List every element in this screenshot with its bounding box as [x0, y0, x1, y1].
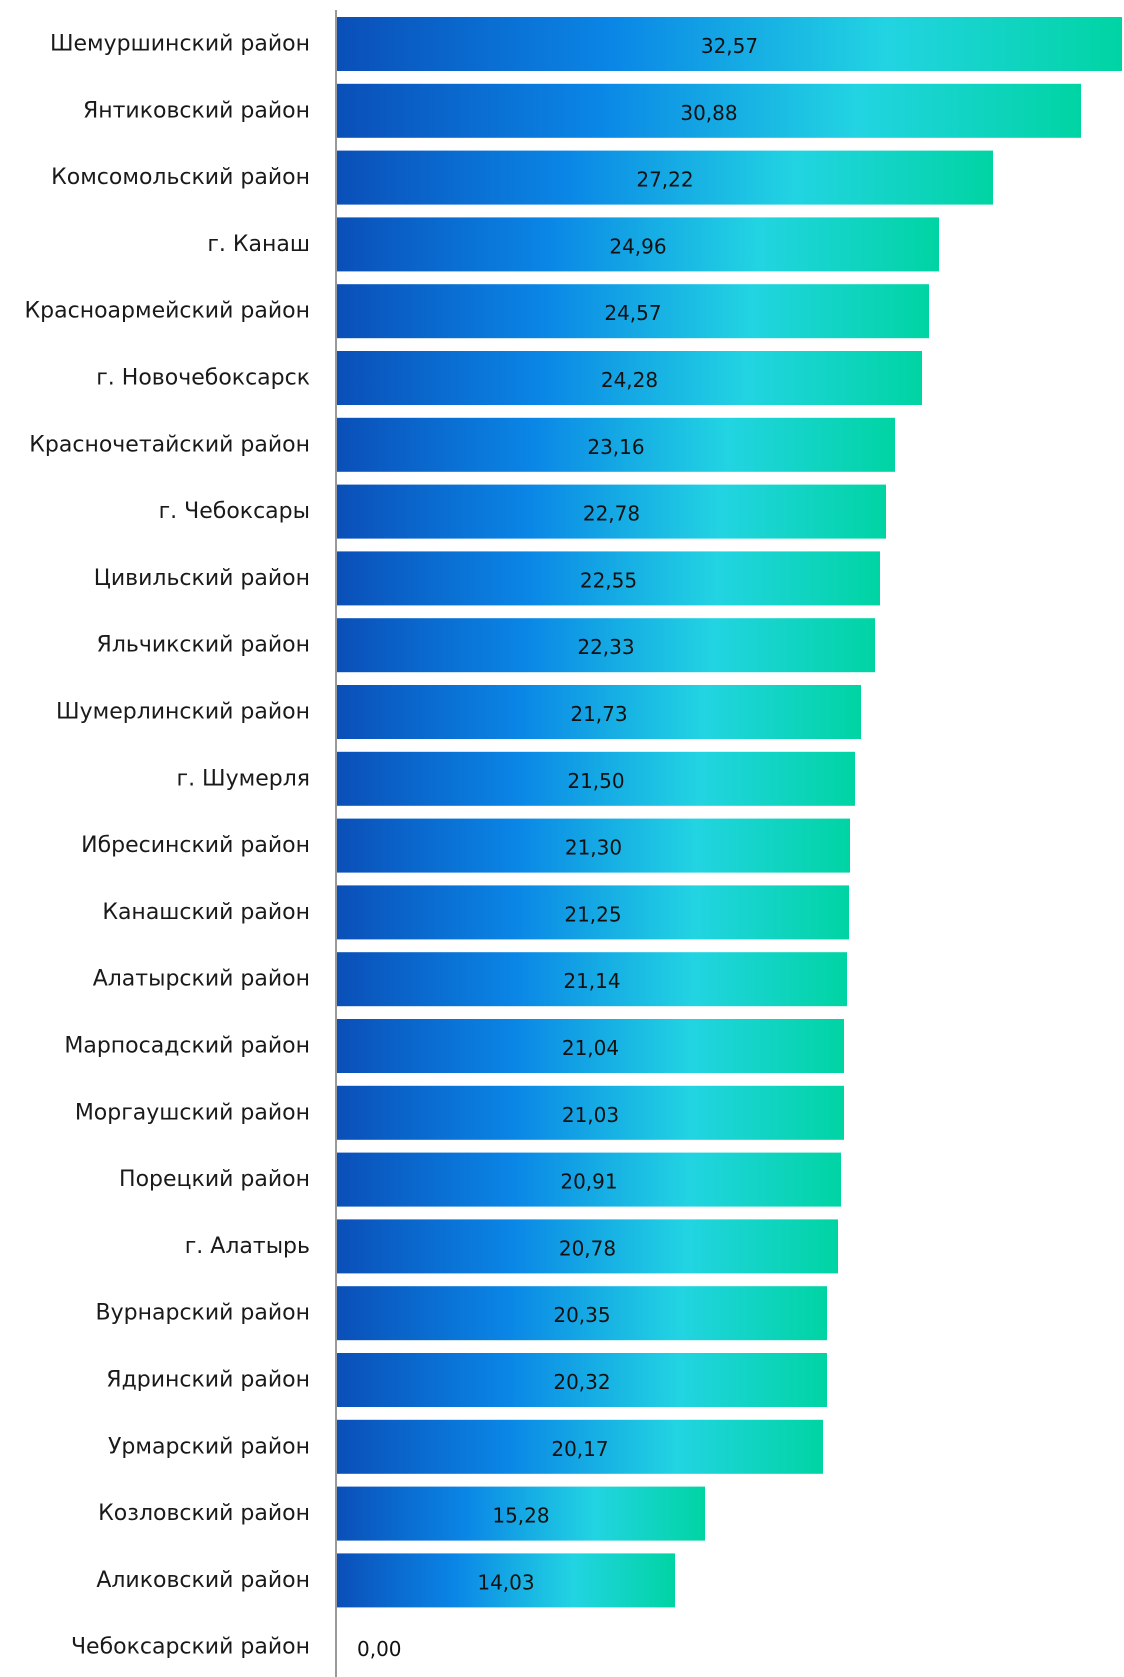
value-label: 22,78 — [583, 502, 640, 526]
bar — [337, 417, 895, 472]
category-label: Порецкий район — [119, 1167, 310, 1192]
value-label: 21,73 — [570, 702, 627, 726]
category-label: г. Шумерля — [177, 766, 310, 791]
bar — [337, 1019, 844, 1073]
bar — [337, 1486, 705, 1541]
bar — [337, 818, 850, 873]
value-label: 20,32 — [553, 1370, 610, 1394]
bar — [337, 1152, 841, 1207]
category-label: Ибресинский район — [81, 833, 310, 858]
category-label: Шумерлинский район — [56, 700, 310, 725]
bar — [337, 618, 875, 673]
value-label: 21,14 — [563, 969, 620, 993]
category-label: Канашский район — [102, 900, 310, 925]
category-label: Моргаушский район — [75, 1100, 310, 1125]
value-label: 20,35 — [553, 1303, 610, 1327]
bars-layer — [337, 17, 1122, 1608]
value-label: 21,03 — [562, 1103, 619, 1127]
category-label: Чебоксарский район — [71, 1635, 310, 1660]
bar — [337, 217, 939, 272]
category-label: г. Чебоксары — [159, 499, 310, 524]
value-label: 20,91 — [560, 1170, 617, 1194]
value-label: 32,57 — [701, 34, 758, 58]
value-label: 22,55 — [580, 568, 637, 592]
bar — [337, 751, 855, 806]
value-label: 0,00 — [357, 1637, 402, 1661]
value-label: 24,96 — [609, 234, 666, 258]
category-label: Ядринский район — [106, 1368, 310, 1393]
value-labels: 32,57 30,88 27,22 24,96 24,57 24,28 23,16 22,78… — [357, 34, 758, 1661]
value-label: 30,88 — [680, 101, 737, 125]
value-label: 21,04 — [562, 1036, 619, 1060]
value-label: 21,50 — [567, 769, 624, 793]
bar — [337, 885, 849, 940]
category-label: Комсомольский район — [51, 165, 310, 190]
bar — [337, 484, 886, 539]
bar — [337, 1286, 827, 1341]
value-label: 20,17 — [551, 1437, 608, 1461]
category-label: Янтиковский район — [83, 98, 310, 123]
category-label: Шемуршинский район — [50, 32, 310, 57]
value-label: 22,33 — [577, 635, 634, 659]
category-label: Марпосадский район — [64, 1034, 310, 1059]
bar — [337, 83, 1081, 138]
value-label: 24,57 — [604, 301, 661, 325]
bar — [337, 150, 993, 205]
value-label: 23,16 — [587, 435, 644, 459]
value-label: 20,78 — [559, 1236, 616, 1260]
value-label: 21,30 — [565, 836, 622, 860]
bar — [337, 1353, 827, 1407]
bar — [337, 1553, 675, 1608]
category-labels: Шемуршинский район Янтиковский район Комсо… — [25, 32, 310, 1660]
bar — [337, 351, 922, 405]
bar — [337, 1219, 838, 1274]
value-label: 21,25 — [564, 902, 621, 926]
value-label: 15,28 — [492, 1504, 549, 1528]
value-label: 27,22 — [636, 168, 693, 192]
category-label: Алатырский район — [93, 967, 310, 992]
value-label: 14,03 — [477, 1570, 534, 1594]
bar — [337, 284, 929, 339]
bar — [337, 551, 880, 606]
category-label: г. Канаш — [207, 232, 310, 257]
category-label: г. Новочебоксарск — [96, 366, 310, 391]
category-label: Цивильский район — [94, 566, 310, 591]
category-label: Вурнарский район — [96, 1301, 310, 1326]
bar — [337, 1419, 823, 1474]
category-label: Яльчикский район — [97, 633, 310, 658]
category-label: Аликовский район — [96, 1568, 310, 1593]
category-label: Урмарский район — [108, 1434, 310, 1459]
category-label: Красноармейский район — [25, 299, 310, 324]
value-label: 24,28 — [601, 368, 658, 392]
category-label: Козловский район — [98, 1501, 310, 1526]
category-label: Красночетайский район — [29, 432, 310, 457]
category-label: г. Алатырь — [185, 1234, 310, 1259]
bar — [337, 17, 1122, 71]
bar — [337, 1085, 844, 1140]
bar — [337, 685, 861, 739]
bar — [337, 952, 847, 1007]
